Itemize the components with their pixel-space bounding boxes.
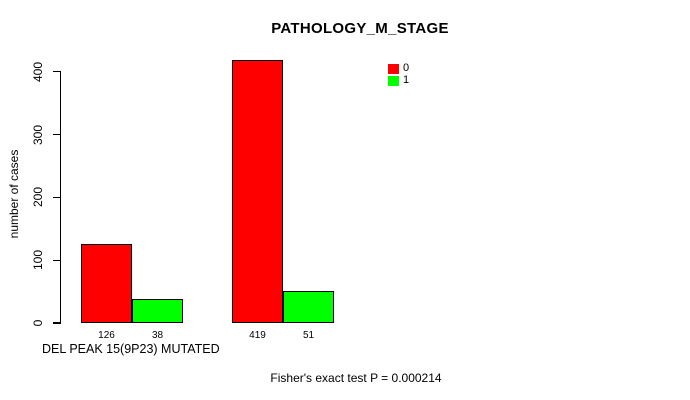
bar-group1-series-0 <box>81 243 132 323</box>
y-axis-tick-label-100: 100 <box>31 250 45 271</box>
y-axis-tick-0 <box>53 322 61 324</box>
y-axis-tick-100 <box>53 259 61 261</box>
legend-row-1: 1 <box>388 75 409 86</box>
y-axis-tick-label-300: 300 <box>31 124 45 145</box>
legend-swatch-series-1 <box>388 75 399 86</box>
bar-group2-series-1 <box>283 290 334 323</box>
bar-value-label-group1-series-1: 38 <box>151 330 164 341</box>
x-axis-label: DEL PEAK 15(9P23) MUTATED <box>42 342 220 356</box>
chart-title: PATHOLOGY_M_STAGE <box>271 20 449 37</box>
bar-group1-series-1 <box>132 299 183 323</box>
legend-row-0: 0 <box>388 63 409 74</box>
y-axis-tick-200 <box>53 196 61 198</box>
bar-value-label-group2-series-1: 51 <box>302 330 315 341</box>
y-axis-tick-label-400: 400 <box>31 61 45 82</box>
y-axis-tick-400 <box>53 71 61 73</box>
y-axis-tick-label-0: 0 <box>31 319 45 327</box>
bar-value-label-group2-series-0: 419 <box>249 330 266 341</box>
legend-label-series-1: 1 <box>403 74 410 86</box>
y-axis-tick-label-200: 200 <box>31 187 45 208</box>
bar-group2-series-0 <box>232 59 283 323</box>
legend-swatch-series-0 <box>388 63 399 74</box>
legend-label-series-0: 0 <box>403 62 410 74</box>
legend: 0 1 <box>388 63 409 87</box>
y-axis-tick-300 <box>53 134 61 136</box>
bar-value-label-group1-series-0: 126 <box>98 330 115 341</box>
footnote-fisher-test: Fisher's exact test P = 0.000214 <box>270 371 442 385</box>
